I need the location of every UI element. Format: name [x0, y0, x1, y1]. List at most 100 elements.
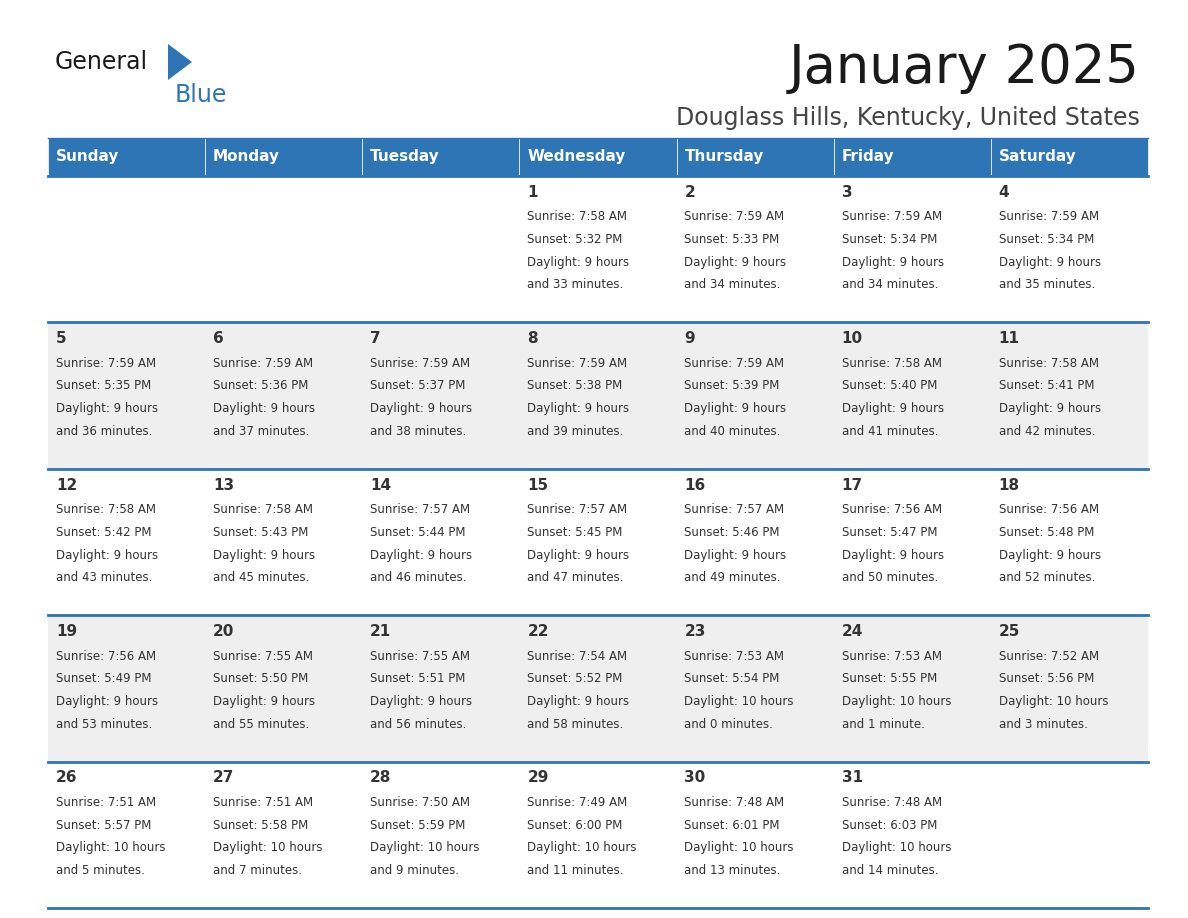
Bar: [206, 762, 362, 908]
Text: 31: 31: [841, 770, 862, 786]
Text: Sunset: 5:49 PM: Sunset: 5:49 PM: [56, 672, 151, 686]
Bar: [519, 469, 677, 615]
Text: 20: 20: [213, 624, 234, 639]
Text: and 49 minutes.: and 49 minutes.: [684, 571, 781, 584]
Text: Daylight: 9 hours: Daylight: 9 hours: [371, 402, 473, 415]
Text: Daylight: 9 hours: Daylight: 9 hours: [684, 549, 786, 562]
Text: Sunrise: 7:59 AM: Sunrise: 7:59 AM: [56, 357, 156, 370]
Bar: [519, 615, 677, 762]
Text: Daylight: 9 hours: Daylight: 9 hours: [527, 402, 630, 415]
Text: Sunset: 6:03 PM: Sunset: 6:03 PM: [841, 819, 937, 832]
Text: Sunrise: 7:55 AM: Sunrise: 7:55 AM: [213, 650, 312, 663]
Text: Sunrise: 7:59 AM: Sunrise: 7:59 AM: [684, 357, 784, 370]
Text: Daylight: 10 hours: Daylight: 10 hours: [684, 842, 794, 855]
Text: and 0 minutes.: and 0 minutes.: [684, 718, 773, 731]
Text: 3: 3: [841, 185, 852, 200]
Text: Douglass Hills, Kentucky, United States: Douglass Hills, Kentucky, United States: [676, 106, 1140, 130]
Text: Sunrise: 7:57 AM: Sunrise: 7:57 AM: [371, 503, 470, 516]
Text: Sunset: 5:36 PM: Sunset: 5:36 PM: [213, 379, 309, 393]
Text: 25: 25: [999, 624, 1020, 639]
Text: 8: 8: [527, 331, 538, 346]
Text: Sunrise: 7:59 AM: Sunrise: 7:59 AM: [999, 210, 1099, 223]
Text: and 36 minutes.: and 36 minutes.: [56, 425, 152, 438]
Text: Saturday: Saturday: [999, 150, 1076, 164]
Text: 5: 5: [56, 331, 67, 346]
Text: 1: 1: [527, 185, 538, 200]
Bar: [519, 176, 677, 322]
Text: Sunset: 5:39 PM: Sunset: 5:39 PM: [684, 379, 779, 393]
Text: Daylight: 9 hours: Daylight: 9 hours: [684, 402, 786, 415]
Bar: [206, 138, 362, 176]
Text: Sunset: 5:46 PM: Sunset: 5:46 PM: [684, 526, 781, 539]
Text: Sunrise: 7:57 AM: Sunrise: 7:57 AM: [684, 503, 784, 516]
Text: and 46 minutes.: and 46 minutes.: [371, 571, 467, 584]
Text: Wednesday: Wednesday: [527, 150, 626, 164]
Text: 26: 26: [56, 770, 77, 786]
Bar: [834, 615, 991, 762]
Bar: [48, 322, 206, 469]
Text: and 1 minute.: and 1 minute.: [841, 718, 924, 731]
Text: and 52 minutes.: and 52 minutes.: [999, 571, 1095, 584]
Text: Daylight: 9 hours: Daylight: 9 hours: [684, 256, 786, 269]
Text: Sunset: 6:01 PM: Sunset: 6:01 PM: [684, 819, 781, 832]
Text: Daylight: 10 hours: Daylight: 10 hours: [56, 842, 165, 855]
Text: Daylight: 9 hours: Daylight: 9 hours: [213, 549, 315, 562]
Text: Sunrise: 7:52 AM: Sunrise: 7:52 AM: [999, 650, 1099, 663]
Text: Sunrise: 7:58 AM: Sunrise: 7:58 AM: [56, 503, 156, 516]
Text: Daylight: 9 hours: Daylight: 9 hours: [527, 695, 630, 708]
Text: Daylight: 9 hours: Daylight: 9 hours: [841, 549, 943, 562]
Text: 19: 19: [56, 624, 77, 639]
Text: 6: 6: [213, 331, 223, 346]
Text: and 11 minutes.: and 11 minutes.: [527, 864, 624, 877]
Text: Sunset: 5:48 PM: Sunset: 5:48 PM: [999, 526, 1094, 539]
Text: Daylight: 9 hours: Daylight: 9 hours: [999, 256, 1101, 269]
Text: 23: 23: [684, 624, 706, 639]
Text: and 42 minutes.: and 42 minutes.: [999, 425, 1095, 438]
Text: 7: 7: [371, 331, 381, 346]
Text: Daylight: 10 hours: Daylight: 10 hours: [841, 695, 952, 708]
Bar: [206, 322, 362, 469]
Text: Daylight: 9 hours: Daylight: 9 hours: [213, 402, 315, 415]
Text: Daylight: 9 hours: Daylight: 9 hours: [56, 549, 158, 562]
Text: Daylight: 10 hours: Daylight: 10 hours: [841, 842, 952, 855]
Text: and 56 minutes.: and 56 minutes.: [371, 718, 467, 731]
Bar: [48, 176, 206, 322]
Text: 21: 21: [371, 624, 391, 639]
Text: Sunset: 5:57 PM: Sunset: 5:57 PM: [56, 819, 151, 832]
Bar: [362, 176, 519, 322]
Bar: [834, 138, 991, 176]
Text: Daylight: 10 hours: Daylight: 10 hours: [527, 842, 637, 855]
Text: and 41 minutes.: and 41 minutes.: [841, 425, 939, 438]
Text: 29: 29: [527, 770, 549, 786]
Text: Daylight: 9 hours: Daylight: 9 hours: [56, 402, 158, 415]
Bar: [519, 762, 677, 908]
Text: and 43 minutes.: and 43 minutes.: [56, 571, 152, 584]
Text: Sunset: 5:50 PM: Sunset: 5:50 PM: [213, 672, 308, 686]
Bar: [991, 138, 1148, 176]
Text: Sunrise: 7:59 AM: Sunrise: 7:59 AM: [527, 357, 627, 370]
Text: Daylight: 9 hours: Daylight: 9 hours: [841, 256, 943, 269]
Text: and 38 minutes.: and 38 minutes.: [371, 425, 467, 438]
Text: Sunrise: 7:58 AM: Sunrise: 7:58 AM: [527, 210, 627, 223]
Bar: [48, 138, 206, 176]
Text: Sunset: 5:34 PM: Sunset: 5:34 PM: [999, 233, 1094, 246]
Bar: [677, 138, 834, 176]
Text: and 35 minutes.: and 35 minutes.: [999, 278, 1095, 292]
Text: and 50 minutes.: and 50 minutes.: [841, 571, 937, 584]
Text: Sunset: 5:43 PM: Sunset: 5:43 PM: [213, 526, 309, 539]
Text: Daylight: 9 hours: Daylight: 9 hours: [527, 256, 630, 269]
Text: and 9 minutes.: and 9 minutes.: [371, 864, 459, 877]
Text: and 13 minutes.: and 13 minutes.: [684, 864, 781, 877]
Text: Sunday: Sunday: [56, 150, 119, 164]
Text: 27: 27: [213, 770, 234, 786]
Text: and 7 minutes.: and 7 minutes.: [213, 864, 302, 877]
Bar: [362, 615, 519, 762]
Bar: [206, 469, 362, 615]
Text: and 14 minutes.: and 14 minutes.: [841, 864, 939, 877]
Text: Sunrise: 7:53 AM: Sunrise: 7:53 AM: [684, 650, 784, 663]
Text: Sunset: 5:34 PM: Sunset: 5:34 PM: [841, 233, 937, 246]
Text: 30: 30: [684, 770, 706, 786]
Text: Sunrise: 7:51 AM: Sunrise: 7:51 AM: [213, 796, 314, 809]
Text: Sunset: 5:44 PM: Sunset: 5:44 PM: [371, 526, 466, 539]
Text: Sunrise: 7:56 AM: Sunrise: 7:56 AM: [999, 503, 1099, 516]
